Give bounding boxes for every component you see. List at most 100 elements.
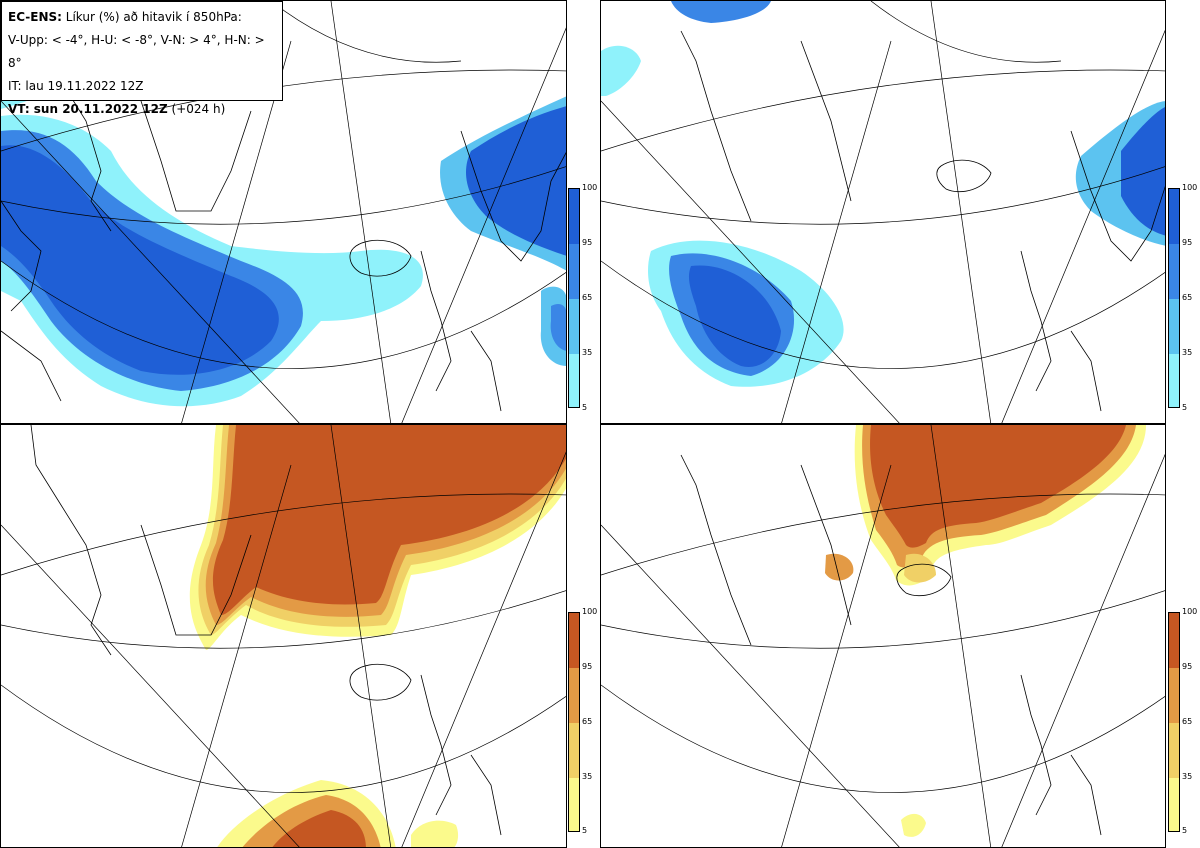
longitude-line [330,1,392,423]
prob-region-north-outer [601,45,641,96]
color-swatch [569,723,579,778]
latitude-line [1,69,566,152]
longitude-line [1001,453,1165,847]
longitude-line [1,100,300,423]
colorbar-tick: 5 [1182,403,1188,412]
field-description: Líkur (%) að hitavik í 850hPa: [65,10,242,24]
latitude-line [601,590,1165,649]
british-isles-coast [1020,250,1102,412]
colorbar-tick: 65 [1182,293,1193,302]
greenland-coast [680,30,852,222]
latitude-line [270,1,462,63]
map-canvas [601,1,1165,423]
latitude-line [601,69,1165,152]
map-panel-cold-4: EC-ENS: Líkur (%) að hitavik í 850hPa: V… [0,0,567,424]
prob-region-core [1,145,279,375]
prob-region-east-core [466,106,566,256]
greenland-coast [30,425,252,656]
colorbar-tick: 65 [1182,717,1193,726]
colorbar-tick: 35 [1182,348,1193,357]
british-isles-coast [1020,674,1102,836]
color-swatch [569,299,579,354]
prob-region-core [212,425,566,615]
longitude-line [930,425,992,847]
british-isles-coast [420,674,502,836]
latitude-line [1,590,566,649]
latitude-line [601,260,1165,369]
colorbar-tick: 35 [582,348,593,357]
colorbar-tick: 65 [582,293,593,302]
colorbar-tick: 5 [582,826,588,835]
iceland-coast [349,663,412,701]
colorbar-tick: 100 [582,183,598,192]
color-swatch [1169,189,1179,244]
north-america-coast [1,200,62,402]
valid-time: VT: sun 20.11.2022 12Z [8,102,168,116]
color-swatch [569,244,579,299]
colorbar-tick: 35 [1182,772,1193,781]
latitude-line [1,166,566,225]
colorbar-tick: 100 [1182,607,1198,616]
colorbar-tick: 35 [582,772,593,781]
colorbar-tick: 95 [1182,662,1193,671]
prob-region-small1 [825,553,854,581]
colorbar-tick: 5 [582,403,588,412]
color-swatch [1169,299,1179,354]
latitude-line [1,260,566,369]
prob-region-south-core [272,810,366,847]
color-swatch [1169,723,1179,778]
color-swatch [569,354,579,407]
scandinavia-coast [1070,130,1165,262]
initial-time: IT: lau 19.11.2022 12Z [8,79,144,93]
latitude-line [601,684,1165,793]
map-panel-cold-8 [600,0,1166,424]
color-swatch [1169,668,1179,723]
latitude-line [870,1,1062,63]
iceland-coast [896,563,952,597]
longitude-line [1001,29,1165,423]
map-canvas [1,425,566,847]
color-swatch [1169,613,1179,668]
longitude-line [401,27,566,423]
map-panel-warm-8 [600,424,1166,848]
longitude-line [930,1,992,423]
longitude-line [601,100,900,423]
prob-region-east2-core [550,304,566,351]
color-swatch [569,613,579,668]
british-isles-coast [420,250,502,412]
colorbar-tick: 100 [582,607,598,616]
longitude-line [781,40,892,423]
color-swatch [569,778,579,831]
color-swatch [1169,778,1179,831]
scandinavia-coast [460,130,566,262]
prob-region-small2 [904,553,936,583]
color-swatch [1169,354,1179,407]
prob-region-south-small [411,820,459,847]
longitude-line [781,464,892,847]
color-swatch [569,189,579,244]
colorbar-tick: 100 [1182,183,1198,192]
longitude-line [330,425,392,847]
prob-region-small3 [901,813,926,837]
latitude-line [1,684,566,793]
latitude-line [601,493,1165,576]
colorbar-tick: 5 [1182,826,1188,835]
longitude-line [181,464,292,847]
latitude-line [1,493,566,576]
prob-region-north [671,1,771,23]
map-info-box: EC-ENS: Líkur (%) að hitavik í 850hPa: V… [1,1,283,116]
longitude-line [601,524,900,847]
greenland-coast [680,454,852,646]
colorbar-tick: 95 [582,662,593,671]
color-swatch [569,668,579,723]
iceland-coast [936,159,992,193]
prob-region-core [688,265,781,367]
longitude-line [401,451,566,847]
threshold-legend: V-Upp: < -4°, H-U: < -8°, V-N: > 4°, H-N… [8,33,265,70]
latitude-line [601,166,1165,225]
lead-time: (+024 h) [171,102,226,116]
model-label: EC-ENS: [8,10,62,24]
colorbar-tick: 95 [1182,238,1193,247]
map-panel-warm-4 [0,424,567,848]
colorbar-tick: 65 [582,717,593,726]
